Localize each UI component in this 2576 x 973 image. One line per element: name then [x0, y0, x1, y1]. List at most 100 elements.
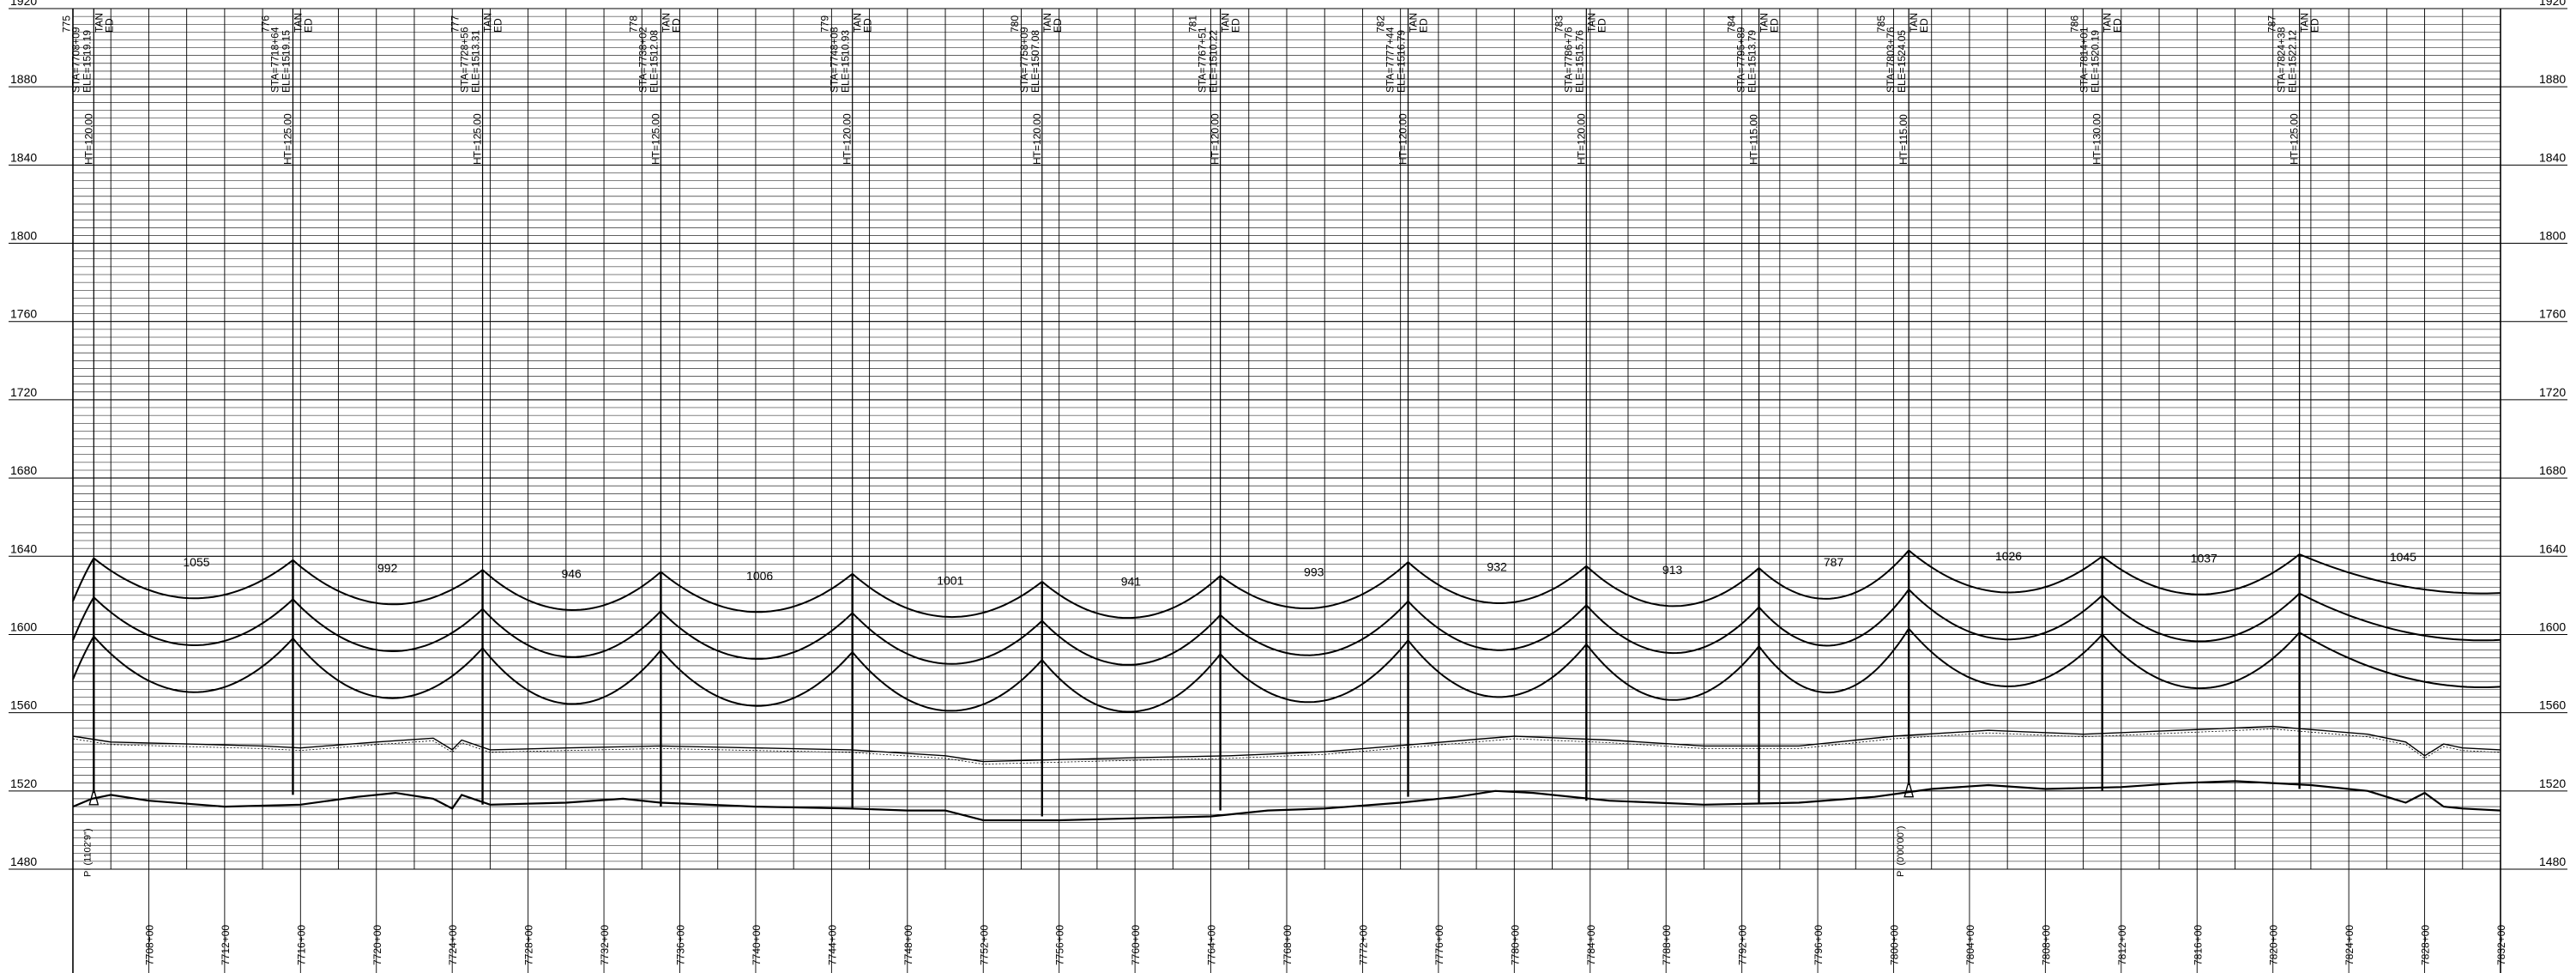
span-length-label: 913	[1662, 563, 1683, 577]
structure-elevation-label: ELE=1512.08	[648, 30, 660, 93]
structure-station-label: STA=7758+09	[1018, 27, 1030, 93]
structure-elevation-label: ELE=1520.19	[2090, 30, 2102, 93]
structure-elevation-label: ELE=1510.22	[1208, 30, 1220, 93]
structure-suffix-label: ED	[492, 18, 504, 33]
structure-type-label: TAN	[660, 13, 672, 33]
lower-conductor-span	[660, 650, 854, 707]
upper-conductor-span	[292, 598, 484, 653]
upper-conductor-span	[481, 608, 662, 658]
lower-conductor-lead-out	[2299, 632, 2501, 688]
lower-conductor-span	[1219, 639, 1409, 704]
elevation-label-left: 1720	[10, 385, 37, 399]
structure-type-label: TAN	[1408, 13, 1420, 33]
upper-conductor-span	[1908, 589, 2103, 641]
station-label: 7788+00	[1661, 925, 1673, 965]
elevation-label-left: 1480	[10, 855, 37, 868]
station-label: 7784+00	[1585, 925, 1597, 965]
station-label: 7800+00	[1889, 925, 1901, 965]
structure-station-label: STA=7708+09	[69, 27, 81, 93]
station-label: 7764+00	[1206, 925, 1218, 965]
shield-wire-span	[660, 571, 854, 613]
structure-station-label: STA=7738+02	[636, 27, 649, 93]
station-label: 7756+00	[1054, 925, 1066, 965]
structure-type-label: TAN	[1220, 13, 1232, 33]
upper-conductor-span	[93, 596, 294, 647]
station-label: 7708+00	[143, 925, 155, 965]
structure-number: 786	[2069, 15, 2081, 33]
structure-number: 784	[1726, 15, 1738, 33]
station-label: 7772+00	[1357, 925, 1369, 965]
station-label: 7796+00	[1813, 925, 1825, 965]
structure-elevation-label: ELE=1519.19	[81, 30, 93, 93]
station-label: 7736+00	[675, 925, 687, 965]
structure-height-label: HT=120.00	[1397, 113, 1409, 165]
structure-height-label: HT=120.00	[842, 113, 854, 165]
structure-type-label: TAN	[1908, 13, 1920, 33]
elevation-label-left: 1560	[10, 698, 37, 712]
upper-conductor-span	[1585, 604, 1760, 655]
structure-type-label: TAN	[1759, 13, 1771, 33]
lower-conductor-span	[1908, 627, 2103, 687]
conductor-catenaries	[72, 549, 2501, 713]
lower-conductor-span	[93, 636, 294, 693]
elevation-label-right: 1600	[2539, 619, 2566, 633]
station-label: 7732+00	[599, 925, 611, 965]
station-label: 7816+00	[2192, 925, 2204, 965]
structure-station-label: STA=7814+01	[2078, 27, 2090, 93]
structure-number: 777	[449, 15, 462, 33]
shield-wire-span	[1758, 549, 1909, 600]
elevation-label-left: 1800	[10, 229, 37, 243]
ground-profile	[72, 725, 2501, 822]
shield-wire-span	[1908, 549, 2103, 594]
lower-conductor-span	[851, 651, 1043, 712]
structure-type-label: TAN	[292, 13, 304, 33]
structure-height-label: HT=120.00	[1210, 113, 1222, 165]
station-label: 7728+00	[523, 925, 535, 965]
structure-elevation-label: ELE=1522.12	[2287, 30, 2299, 93]
lower-conductor-span	[1407, 639, 1588, 698]
pi-marker-right	[1903, 778, 1915, 798]
span-length-label: 1037	[2191, 551, 2217, 565]
profile-grid	[72, 8, 2501, 973]
elevation-label-right: 1920	[2539, 0, 2566, 8]
structure-type-label: TAN	[2102, 13, 2114, 33]
structure-elevation-label: ELE=1524.05	[1896, 30, 1908, 93]
span-length-label: 787	[1824, 555, 1844, 569]
span-length-label: 1045	[2390, 550, 2416, 564]
lower-conductor-span	[292, 638, 484, 699]
shield-wire-span	[93, 557, 294, 600]
elevation-label-right: 1720	[2539, 385, 2566, 399]
structure-elevation-label: ELE=1513.31	[470, 30, 482, 93]
shield-wire-span	[1585, 565, 1760, 607]
station-label: 7792+00	[1737, 925, 1749, 965]
upper-conductor-span	[1219, 601, 1409, 656]
structure-station-label: STA=7803+76	[1885, 27, 1897, 93]
station-label: 7744+00	[826, 925, 838, 965]
elevation-label-right: 1840	[2539, 150, 2566, 164]
shield-wire-span	[1041, 575, 1222, 619]
pi-annotation-right: PI (0'00'00")	[1896, 826, 1906, 877]
elevation-label-left: 1600	[10, 619, 37, 633]
structure-elevation-label: ELE=1507.08	[1029, 30, 1041, 93]
elevation-label-left: 1520	[10, 777, 37, 790]
elevation-label-right: 1560	[2539, 698, 2566, 712]
upper-conductor-lead-in	[72, 596, 95, 641]
structure-number: 778	[627, 15, 639, 33]
shield-wire-span	[481, 569, 662, 612]
structure-suffix-label: ED	[2112, 18, 2124, 33]
structure-suffix-label: ED	[1418, 18, 1430, 33]
elevation-label-right: 1480	[2539, 855, 2566, 868]
elevation-label-right: 1680	[2539, 463, 2566, 477]
span-length-label: 1001	[937, 574, 963, 588]
station-label: 7824+00	[2344, 925, 2356, 965]
structure-suffix-label: ED	[862, 18, 874, 33]
elevation-label-left: 1680	[10, 463, 37, 477]
pi-annotation-left: PI (1102'9")	[82, 828, 93, 877]
upper-conductor-span	[660, 610, 854, 660]
